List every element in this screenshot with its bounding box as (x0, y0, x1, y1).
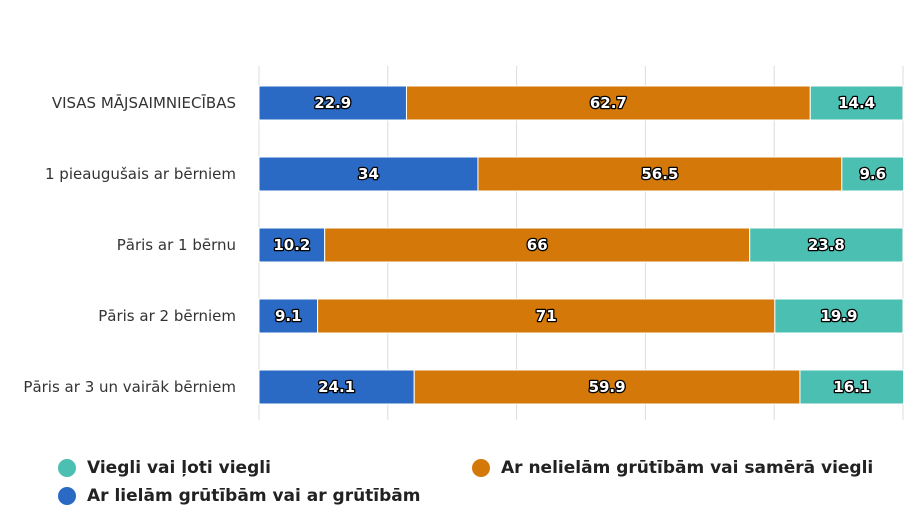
data-label: 24.1 (318, 378, 355, 396)
bar-segment (413, 369, 801, 405)
bar-segment (258, 298, 319, 334)
bar-segment (258, 156, 479, 192)
data-label: 22.9 (314, 94, 351, 112)
data-label: 19.9 (820, 307, 857, 325)
legend-item-lielam-gruti[interactable]: Ar lielām grūtībām vai ar grūtībām (58, 486, 421, 506)
legend-swatch-nelielam-gruti (472, 459, 490, 477)
bar-segment (799, 369, 905, 405)
bar-segment (258, 85, 407, 121)
category-label: 1 pieaugušais ar bērniem (45, 165, 236, 183)
bar-segment (774, 298, 904, 334)
data-label: 23.8 (808, 236, 845, 254)
data-label: 9.6 (859, 165, 886, 183)
category-label: VISAS MĀJSAIMNIECĪBAS (52, 94, 236, 112)
data-label: 14.4 (838, 94, 875, 112)
data-label: 66 (527, 236, 548, 254)
bar-segment (258, 369, 415, 405)
bar-segment (841, 156, 905, 192)
data-label: 16.1 (833, 378, 870, 396)
legend-swatch-viegli (58, 459, 76, 477)
category-label: Pāris ar 3 un vairāk bērniem (23, 378, 236, 396)
data-label: 34 (358, 165, 379, 183)
bar-segment (477, 156, 843, 192)
bar-segment (324, 227, 751, 263)
bar-segment (749, 227, 904, 263)
data-label: 59.9 (589, 378, 626, 396)
data-label: 9.1 (275, 307, 302, 325)
data-label: 62.7 (590, 94, 627, 112)
legend-item-viegli[interactable]: Viegli vai ļoti viegli (58, 458, 271, 478)
category-label: Pāris ar 2 bērniem (98, 307, 236, 325)
data-label: 10.2 (273, 236, 310, 254)
bar-segment (258, 227, 326, 263)
legend-label-lielam-gruti: Ar lielām grūtībām vai ar grūtībām (87, 486, 421, 506)
bar-segment (317, 298, 776, 334)
legend-item-nelielam-gruti[interactable]: Ar nelielām grūtībām vai samērā viegli (472, 458, 873, 478)
category-label: Pāris ar 1 bērnu (117, 236, 236, 254)
legend-swatch-lielam-gruti (58, 487, 76, 505)
bar-segment (809, 85, 904, 121)
data-label: 56.5 (641, 165, 678, 183)
legend-label-viegli: Viegli vai ļoti viegli (87, 458, 271, 478)
legend-label-nelielam-gruti: Ar nelielām grūtībām vai samērā viegli (501, 458, 874, 478)
data-label: 71 (536, 307, 557, 325)
